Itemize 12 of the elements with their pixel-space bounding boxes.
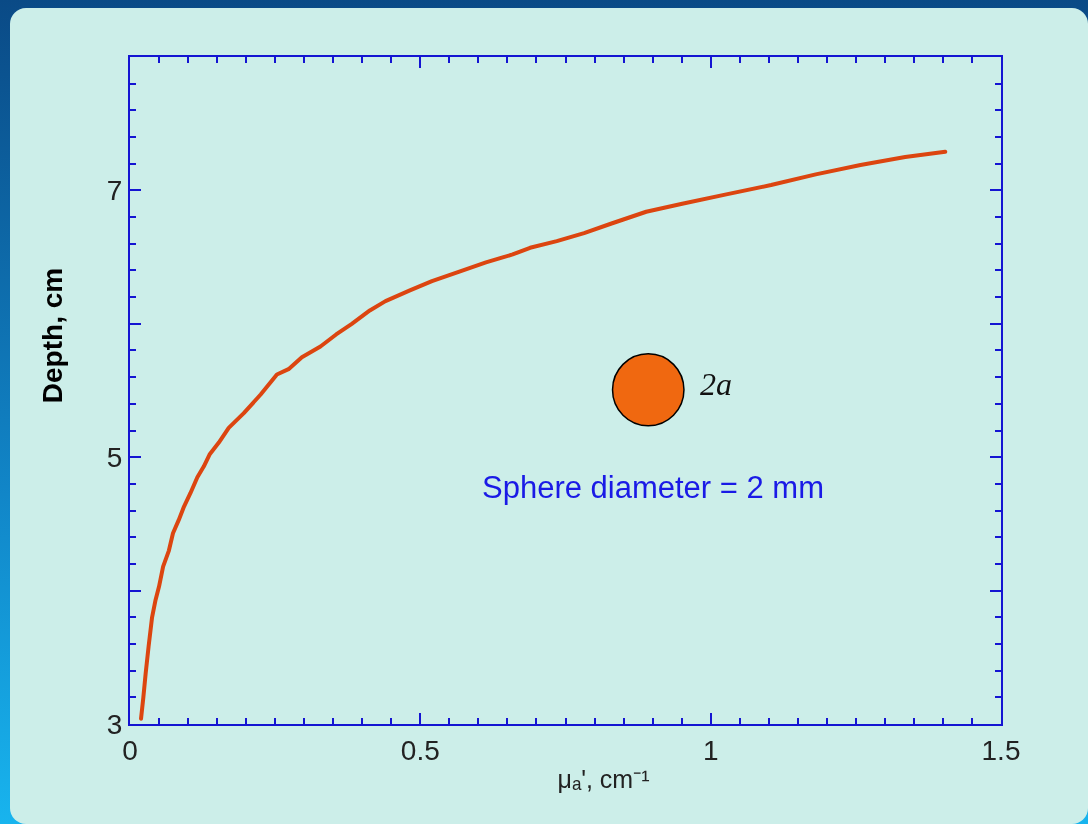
x-tick-label: 1.5 <box>981 734 1021 766</box>
line-series <box>139 149 948 721</box>
x-tick-label: 1 <box>702 734 719 766</box>
x-tick-label: 0 <box>122 734 138 766</box>
y-tick-label: 5 <box>106 442 123 473</box>
x-axis-title: μₐ', cm⁻¹ <box>557 765 650 794</box>
y-tick-label: 3 <box>106 708 123 740</box>
y-tick-label: 7 <box>106 175 123 207</box>
annotation: 2a <box>700 366 732 402</box>
x-tick-label: 0.5 <box>400 734 440 766</box>
annotation: Sphere diameter = 2 mm <box>482 470 825 505</box>
y-axis-title: Depth, cm <box>37 267 69 404</box>
